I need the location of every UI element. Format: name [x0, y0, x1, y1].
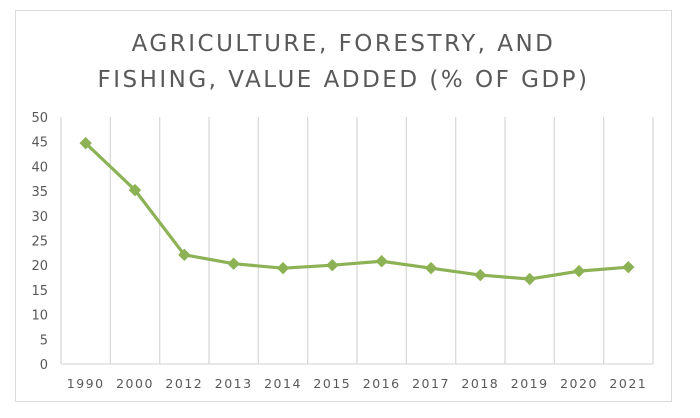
chart-title-line-1: AGRICULTURE, FORESTRY, AND: [131, 31, 556, 57]
x-tick-label: 2018: [461, 376, 499, 391]
x-tick-label: 2019: [511, 376, 549, 391]
x-tick-label: 2020: [560, 376, 598, 391]
diamond-marker: [128, 183, 142, 197]
diamond-marker: [178, 248, 191, 262]
diamond-marker: [572, 264, 586, 278]
x-tick-label: 2021: [609, 376, 647, 391]
x-axis-labels: 1990 2000 2012 2013 2014 2015 2016 2017 2018 2019…: [67, 376, 647, 391]
y-tick-label: 40: [31, 160, 48, 175]
diamond-marker: [326, 258, 339, 272]
diamond-marker: [622, 260, 635, 274]
x-tick-label: 2012: [165, 376, 203, 391]
x-tick-label: 2013: [215, 376, 253, 391]
x-tick-label: 2014: [264, 376, 302, 391]
y-tick-label: 0: [40, 358, 48, 373]
y-tick-label: 10: [31, 309, 48, 324]
diamond-marker: [375, 255, 388, 268]
y-tick-label: 15: [31, 284, 48, 299]
x-tick-label: 2017: [412, 376, 450, 391]
y-tick-label: 25: [31, 235, 48, 250]
chart-title: AGRICULTURE, FORESTRY, AND FISHING, VALU…: [15, 26, 672, 98]
x-tick-label: 2015: [313, 376, 351, 391]
grid-lines: [60, 117, 654, 365]
data-series: [79, 136, 635, 286]
chart-frame: [15, 10, 672, 402]
y-tick-label: 35: [31, 185, 48, 200]
diamond-marker: [474, 268, 487, 282]
y-tick-label: 20: [31, 259, 48, 274]
x-tick-label: 1990: [67, 376, 105, 391]
y-tick-label: 5: [40, 333, 48, 348]
diamond-marker: [227, 257, 240, 270]
series-line: [84, 142, 629, 281]
x-tick-label: 2016: [363, 376, 401, 391]
diamond-marker: [79, 136, 92, 150]
diamond-marker: [276, 261, 290, 275]
diamond-marker: [424, 261, 438, 275]
x-tick-label: 2000: [116, 376, 154, 391]
y-tick-label: 30: [31, 210, 48, 225]
y-tick-label: 50: [31, 111, 48, 126]
diamond-marker: [523, 272, 536, 286]
y-axis-labels: 0 5 10 15 20 25 30 35 40 45 50: [31, 111, 48, 373]
chart-title-line-2: FISHING, VALUE ADDED (% OF GDP): [97, 67, 590, 93]
y-tick-label: 45: [31, 136, 48, 151]
